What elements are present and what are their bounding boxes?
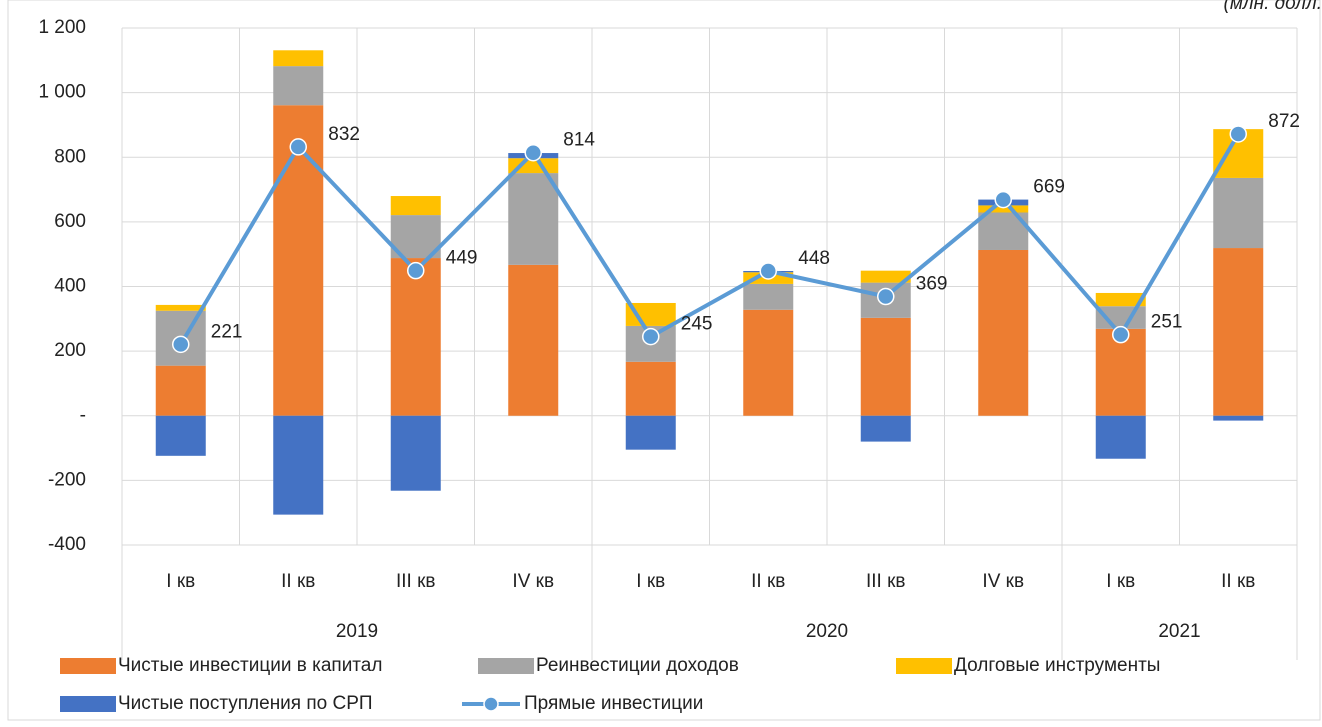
data-label: 449 <box>446 248 478 269</box>
subtitle: (млн. долл. <box>1224 0 1322 14</box>
x-tick-label: II кв <box>1221 571 1255 592</box>
legend-label: Долговые инструменты <box>954 655 1160 676</box>
bar-segment <box>625 415 676 450</box>
data-label: 448 <box>798 248 830 269</box>
line-marker <box>642 327 660 346</box>
y-tick-label: - <box>80 405 86 426</box>
group-label: 2020 <box>806 621 848 642</box>
bar-segment <box>743 309 794 416</box>
line-marker <box>524 143 542 162</box>
legend-swatch <box>60 696 116 712</box>
bar-segment <box>273 66 324 106</box>
bar-segment <box>1213 248 1264 416</box>
data-label: 669 <box>1033 177 1065 198</box>
x-tick-label: I кв <box>636 571 665 592</box>
y-tick-label: -200 <box>48 469 86 490</box>
line <box>179 132 1240 346</box>
x-tick-label: II кв <box>751 571 785 592</box>
line-marker <box>1229 125 1247 143</box>
y-tick-label: 1 200 <box>38 17 86 38</box>
y-tick-label: 400 <box>54 276 86 297</box>
x-tick-label: I кв <box>1106 571 1135 592</box>
line-marker <box>407 261 425 280</box>
legend-marker <box>483 696 499 712</box>
y-tick-label: 600 <box>54 211 86 232</box>
y-tick-label: 1 000 <box>38 82 86 103</box>
bar-segment <box>508 173 559 265</box>
legend-swatch <box>60 658 116 674</box>
y-tick-label: -400 <box>48 534 86 555</box>
bar-segment <box>273 105 324 416</box>
bar-segment <box>860 270 911 283</box>
data-label: 872 <box>1268 111 1300 132</box>
data-label: 221 <box>211 321 243 342</box>
legend-swatch <box>896 658 952 674</box>
bar-segment <box>625 361 676 416</box>
bar-segment <box>1213 415 1264 421</box>
bar-segment <box>1095 415 1146 459</box>
bar-segment <box>155 365 206 416</box>
bar-segment <box>978 205 1029 213</box>
legend-swatch <box>478 658 534 674</box>
x-tick-label: II кв <box>281 571 315 592</box>
line-marker <box>994 190 1012 209</box>
data-label: 814 <box>563 130 595 151</box>
chart-frame <box>7 0 1321 721</box>
bar-segment <box>390 196 441 216</box>
data-label: 832 <box>328 124 360 145</box>
bar-segment <box>1213 177 1264 249</box>
data-label: 369 <box>916 274 948 295</box>
y-tick-label: 200 <box>54 340 86 361</box>
data-label: 251 <box>1151 312 1183 333</box>
bar-segment <box>155 415 206 456</box>
line-marker <box>759 262 777 280</box>
bar-segment <box>1095 292 1146 307</box>
x-tick-label: IV кв <box>982 571 1024 592</box>
group-label: 2019 <box>336 621 378 642</box>
bar-segment <box>273 50 324 67</box>
x-tick-label: III кв <box>396 571 436 592</box>
line-marker <box>289 138 307 156</box>
legend-label: Прямые инвестиции <box>524 693 703 714</box>
legend-label: Реинвестиции доходов <box>536 655 739 676</box>
bar-segment <box>155 304 206 311</box>
bar-segment <box>390 258 441 416</box>
y-tick-label: 800 <box>54 146 86 167</box>
bar-segment <box>978 249 1029 416</box>
line-marker <box>1112 325 1130 344</box>
legend-label: Чистые поступления по СРП <box>118 693 373 714</box>
line-marker <box>877 287 895 306</box>
bar-segment <box>508 264 559 416</box>
x-tick-label: IV кв <box>512 571 554 592</box>
bar-segment <box>860 317 911 416</box>
legend-label: Чистые инвестиции в капитал <box>118 655 382 676</box>
bar-segment <box>390 415 441 491</box>
x-tick-label: I кв <box>166 571 195 592</box>
x-tick-label: III кв <box>866 571 906 592</box>
bar-segment <box>860 415 911 442</box>
bar-segment <box>743 283 794 310</box>
data-label: 245 <box>681 314 713 335</box>
bar-segment <box>273 415 324 515</box>
group-label: 2021 <box>1158 621 1200 642</box>
line-marker <box>172 335 190 354</box>
